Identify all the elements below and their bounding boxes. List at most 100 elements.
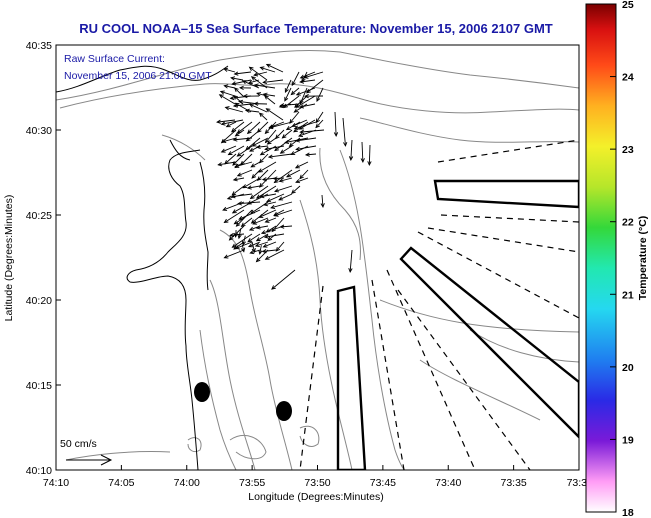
- colorbar-tick-label: 24: [622, 72, 634, 84]
- boundary-line: [417, 231, 579, 319]
- current-vector: [284, 87, 292, 102]
- current-vector: [291, 185, 301, 195]
- current-vector: [255, 233, 269, 242]
- contour-line: [59, 83, 579, 114]
- current-vector: [242, 93, 260, 99]
- current-vector: [232, 137, 253, 142]
- current-vector: [220, 119, 244, 126]
- current-vector: [289, 111, 300, 124]
- current-vector: [279, 224, 293, 229]
- y-axis-ticks: 40:35 40:30 40:25 40:20 40:15 40:10: [26, 40, 61, 477]
- x-tick-label: 73:50: [304, 477, 330, 489]
- current-vector: [274, 185, 293, 193]
- colorbar: [585, 3, 617, 513]
- current-vector: [236, 145, 253, 157]
- current-vector: [240, 244, 246, 253]
- x-axis-ticks: 74:10 74:05 74:00 73:55 73:50 73:45 73:40 73:35…: [43, 465, 587, 489]
- current-vector: [258, 169, 277, 188]
- current-vector: [304, 152, 317, 157]
- current-vector: [295, 145, 317, 151]
- current-vector: [236, 169, 253, 177]
- x-tick-label: 74:00: [174, 477, 200, 489]
- scale-label: 50 cm/s: [60, 438, 97, 450]
- current-vector: [245, 137, 261, 151]
- current-vector: [223, 84, 236, 89]
- boundary-line: [397, 289, 531, 470]
- current-vector: [264, 217, 277, 223]
- current-vector: [250, 161, 261, 168]
- current-vector: [241, 235, 246, 246]
- current-vector: [294, 161, 309, 169]
- current-vector: [255, 225, 269, 230]
- restricted-areas: [336, 179, 579, 470]
- colorbar-tick-label: 19: [622, 434, 634, 446]
- current-vector: [256, 121, 269, 133]
- colorbar-tick-label: 18: [622, 507, 634, 518]
- current-vector: [221, 137, 237, 144]
- contour-line: [199, 329, 237, 470]
- current-vector: [264, 249, 285, 260]
- current-vector: [235, 209, 253, 227]
- colorbar-tick-label: 21: [622, 289, 634, 301]
- coastline-sandy-hook: [199, 161, 209, 291]
- current-vector: [258, 245, 263, 255]
- y-tick-label: 40:35: [26, 40, 52, 52]
- current-vector: [258, 112, 268, 121]
- current-vector: [219, 90, 236, 97]
- contour-line: [419, 359, 541, 421]
- current-vector: [273, 209, 293, 217]
- current-vector: [253, 101, 268, 106]
- contour-line: [219, 229, 293, 470]
- x-tick-label: 74:05: [108, 477, 134, 489]
- current-vector: [299, 169, 309, 180]
- current-vector: [295, 95, 316, 108]
- current-vector: [278, 193, 293, 201]
- current-vector: [256, 169, 269, 182]
- bathymetry-contours: [56, 49, 579, 470]
- current-vector: [247, 233, 261, 243]
- current-vector: [262, 241, 277, 248]
- current-vector: [333, 111, 339, 138]
- current-vector: [281, 129, 293, 139]
- current-vector: [253, 83, 276, 89]
- y-tick-label: 40:20: [26, 295, 52, 307]
- current-vector: [285, 121, 301, 131]
- current-vector: [225, 121, 237, 128]
- current-vector: [274, 137, 293, 152]
- scale-arrow: [66, 454, 113, 466]
- current-vector: [248, 103, 268, 113]
- current-vector: [240, 217, 253, 228]
- coastline-bay: [169, 139, 191, 161]
- current-vector: [254, 241, 269, 247]
- current-vector: [367, 144, 372, 167]
- x-tick-label: 74:10: [43, 477, 69, 489]
- boundary-line: [386, 269, 476, 470]
- colorbar-tick-label: 25: [622, 0, 634, 11]
- y-axis-label: Latitude (Degrees:Minutes): [3, 195, 15, 322]
- current-vector: [291, 71, 300, 87]
- current-vector: [253, 71, 268, 77]
- y-tick-label: 40:30: [26, 125, 52, 137]
- current-vector: [360, 141, 365, 164]
- current-vector: [258, 153, 269, 164]
- current-vector: [348, 139, 354, 162]
- y-tick-label: 40:10: [26, 465, 52, 477]
- boundary-line: [371, 279, 405, 470]
- current-vector: [293, 121, 317, 130]
- current-vector: [255, 185, 277, 199]
- current-vector: [252, 217, 269, 225]
- current-vector: [255, 249, 269, 263]
- colorbar-tick-label: 20: [622, 362, 634, 374]
- current-vector: [261, 248, 277, 254]
- annotation-line2: November 15, 2006 21:00 GMT: [64, 70, 212, 82]
- channel-contour: [319, 147, 361, 261]
- current-vector: [268, 121, 293, 130]
- current-vector: [223, 209, 245, 224]
- current-vector: [262, 79, 284, 85]
- current-vector: [233, 87, 244, 97]
- current-vector: [216, 119, 236, 124]
- current-vector: [223, 249, 245, 259]
- current-vector: [299, 129, 325, 134]
- current-vector: [290, 87, 300, 96]
